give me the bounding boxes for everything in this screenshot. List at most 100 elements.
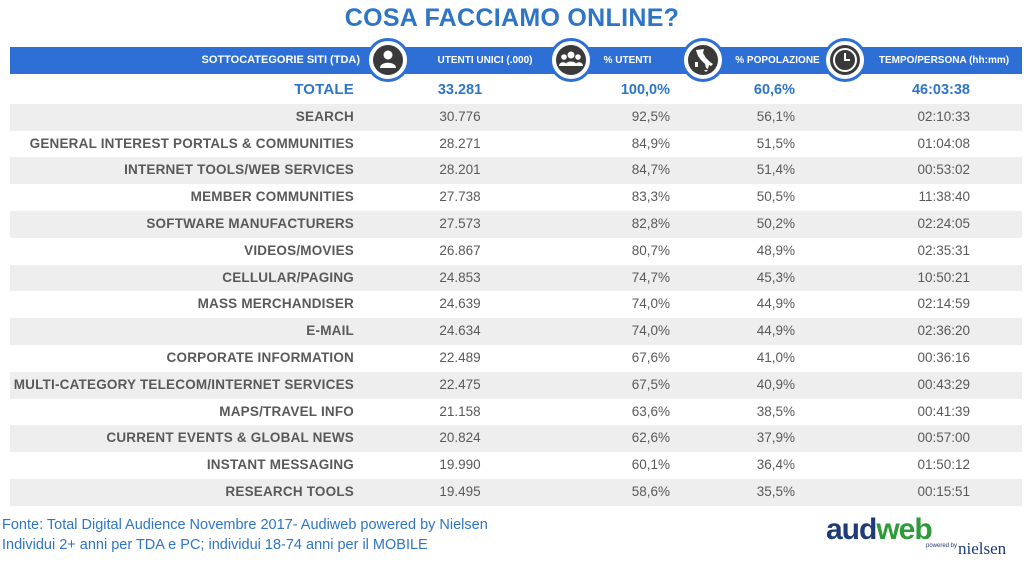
total-time: 46:03:38: [911, 82, 970, 98]
row-unique-users: 24.639: [439, 296, 481, 312]
row-category: SOFTWARE MANUFACTURERS: [146, 215, 354, 231]
row-pct-population: 48,9%: [756, 242, 795, 258]
header-unique-users: UTENTI UNICI (.000): [437, 55, 533, 66]
row-unique-users: 19.990: [439, 457, 481, 473]
header-category: SOTTOCATEGORIE SITI (TDA): [201, 54, 360, 66]
row-pct-users: 63,6%: [631, 403, 670, 419]
person-icon: [366, 38, 410, 82]
row-pct-users: 74,0%: [631, 296, 670, 312]
row-category: GENERAL INTEREST PORTALS & COMMUNITIES: [29, 135, 354, 151]
total-label: TOTALE: [294, 81, 354, 98]
logo-nielsen: nielsen: [958, 539, 1007, 558]
row-time-per-person: 01:04:08: [917, 135, 970, 151]
row-category: SEARCH: [295, 108, 354, 124]
table-row: RESEARCH TOOLS 19.495 58,6% 35,5% 00:15:51: [10, 478, 1022, 506]
source-note: Fonte: Total Digital Audience Novembre 2…: [2, 515, 488, 555]
table-header: SOTTOCATEGORIE SITI (TDA) UTENTI UNICI (…: [10, 47, 1022, 74]
row-pct-users: 62,6%: [631, 430, 670, 446]
row-time-per-person: 00:53:02: [917, 162, 970, 178]
total-pct-pop: 60,6%: [753, 82, 795, 98]
row-pct-population: 50,2%: [756, 215, 795, 231]
row-unique-users: 27.738: [439, 189, 481, 205]
table-row: INTERNET TOOLS/WEB SERVICES 28.201 84,7% 51…: [10, 157, 1022, 185]
table-row: SOFTWARE MANUFACTURERS 27.573 82,8% 50,2% 02…: [10, 210, 1022, 238]
row-pct-users: 60,1%: [631, 457, 670, 473]
italy-map-icon: [681, 38, 725, 82]
row-pct-population: 50,5%: [756, 189, 795, 205]
row-unique-users: 22.489: [439, 349, 481, 365]
header-pct-population: % POPOLAZIONE: [735, 55, 820, 66]
row-category: RESEARCH TOOLS: [225, 483, 354, 499]
row-pct-users: 84,7%: [631, 162, 670, 178]
row-pct-users: 67,6%: [631, 349, 670, 365]
row-category: MAPS/TRAVEL INFO: [219, 403, 354, 419]
row-category: CORPORATE INFORMATION: [166, 349, 354, 365]
row-pct-population: 51,5%: [756, 135, 795, 151]
row-pct-users: 84,9%: [631, 135, 670, 151]
table-row: SEARCH 30.776 92,5% 56,1% 02:10:33: [10, 103, 1022, 131]
row-time-per-person: 11:38:40: [918, 189, 970, 205]
row-pct-population: 44,9%: [756, 323, 795, 339]
row-pct-users: 83,3%: [631, 189, 670, 205]
logo-wordmark: audweb: [826, 513, 933, 546]
table-row-total: TOTALE 33.281 100,0% 60,6% 46:03:38: [10, 77, 1022, 104]
row-pct-population: 45,3%: [756, 269, 795, 285]
row-time-per-person: 10:50:21: [917, 269, 970, 285]
row-time-per-person: 01:50:12: [917, 457, 970, 473]
row-unique-users: 30.776: [439, 108, 481, 124]
row-pct-population: 56,1%: [756, 108, 795, 124]
row-pct-users: 58,6%: [631, 483, 670, 499]
row-unique-users: 27.573: [439, 215, 481, 231]
total-users: 33.281: [437, 82, 483, 98]
page-title: COSA FACCIAMO ONLINE?: [344, 4, 680, 32]
row-time-per-person: 02:14:59: [917, 296, 970, 312]
row-category: MASS MERCHANDISER: [197, 296, 354, 312]
row-pct-users: 82,8%: [631, 215, 670, 231]
table-row: MULTI-CATEGORY TELECOM/INTERNET SERVICES…: [10, 371, 1022, 399]
data-table: TOTALE 33.281 100,0% 60,6% 46:03:38 SEAR…: [10, 77, 1022, 506]
source-line-1: Fonte: Total Digital Audience Novembre 2…: [2, 517, 488, 533]
row-category: CELLULAR/PAGING: [222, 269, 354, 285]
row-pct-users: 80,7%: [631, 242, 670, 258]
table-row: CELLULAR/PAGING 24.853 74,7% 45,3% 10:50:21: [10, 264, 1022, 292]
row-category: INTERNET TOOLS/WEB SERVICES: [124, 162, 354, 178]
row-time-per-person: 02:35:31: [917, 242, 970, 258]
clock-icon: [823, 38, 867, 82]
row-unique-users: 24.634: [439, 323, 481, 339]
row-unique-users: 26.867: [439, 242, 481, 258]
row-time-per-person: 02:24:05: [917, 215, 970, 231]
row-pct-users: 74,7%: [631, 269, 670, 285]
row-time-per-person: 00:57:00: [917, 430, 970, 446]
row-pct-population: 51,4%: [756, 162, 795, 178]
table-row: GENERAL INTEREST PORTALS & COMMUNITIES 28…: [10, 131, 1022, 158]
row-category: VIDEOS/MOVIES: [244, 242, 354, 258]
table-row: CORPORATE INFORMATION 22.489 67,6% 41,0% 00:…: [10, 345, 1022, 372]
row-pct-population: 35,5%: [756, 483, 795, 499]
row-time-per-person: 00:43:29: [917, 376, 970, 392]
row-unique-users: 28.271: [439, 135, 481, 151]
group-icon: [549, 38, 593, 82]
row-time-per-person: 02:36:20: [917, 323, 970, 339]
table-row: MASS MERCHANDISER 24.639 74,0% 44,9% 02:14:5…: [10, 291, 1022, 318]
row-unique-users: 22.475: [439, 376, 481, 392]
row-time-per-person: 00:41:39: [917, 403, 970, 419]
row-unique-users: 24.853: [439, 269, 481, 285]
table-row: CURRENT EVENTS & GLOBAL NEWS 20.824 62,6% 3…: [10, 425, 1022, 453]
row-pct-users: 92,5%: [631, 108, 670, 124]
row-pct-users: 74,0%: [631, 323, 670, 339]
row-unique-users: 20.824: [439, 430, 481, 446]
header-time-per-person: TEMPO/PERSONA (hh:mm): [878, 55, 1010, 66]
row-category: E-MAIL: [306, 323, 354, 339]
row-pct-population: 36,4%: [756, 457, 795, 473]
row-pct-users: 67,5%: [631, 376, 670, 392]
row-pct-population: 41,0%: [756, 349, 795, 365]
row-time-per-person: 00:15:51: [917, 483, 970, 499]
row-pct-population: 37,9%: [756, 430, 795, 446]
source-line-2: Individui 2+ anni per TDA e PC; individu…: [2, 537, 428, 553]
table-row: INSTANT MESSAGING 19.990 60,1% 36,4% 01:50:1…: [10, 452, 1022, 479]
table-row: E-MAIL 24.634 74,0% 44,9% 02:36:20: [10, 318, 1022, 345]
table-row: MEMBER COMMUNITIES 27.738 83,3% 50,5% 11:38:…: [10, 184, 1022, 211]
row-category: INSTANT MESSAGING: [206, 457, 354, 473]
row-unique-users: 21.158: [439, 403, 481, 419]
total-pct-users: 100,0%: [620, 82, 670, 98]
